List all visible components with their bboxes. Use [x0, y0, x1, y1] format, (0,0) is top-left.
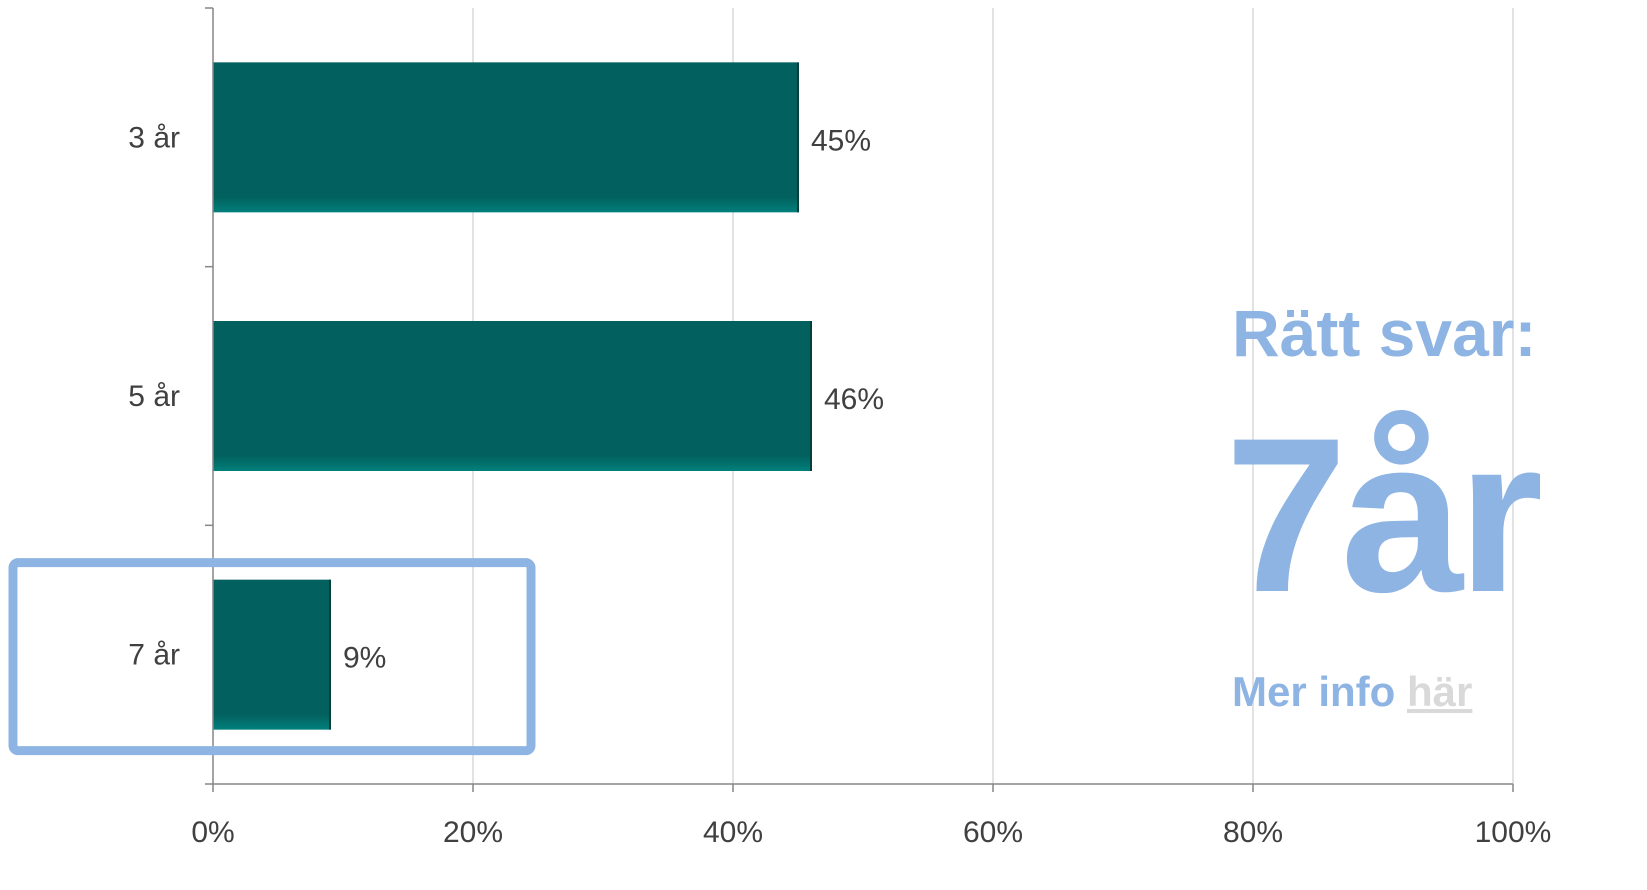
bar-data-label: 45%	[811, 124, 871, 157]
answer-value: 7år	[1225, 392, 1543, 638]
x-tick-label: 100%	[1475, 816, 1552, 849]
x-tick-label: 80%	[1223, 816, 1283, 849]
more-info-text: Mer info	[1232, 668, 1396, 715]
x-tick-label: 20%	[443, 816, 503, 849]
x-tick-label: 40%	[703, 816, 763, 849]
answer-title: Rätt svar:	[1232, 296, 1537, 370]
y-category-label: 7 år	[128, 639, 180, 672]
y-category-label: 3 år	[128, 121, 180, 154]
axes: 0% 20% 40% 60% 80% 100% 3 år 45% 5 år 46% 7 år 9%	[128, 7, 1552, 849]
bar	[213, 579, 330, 730]
more-info: Mer info här	[1232, 668, 1472, 716]
x-tick-label: 60%	[963, 816, 1023, 849]
bars	[213, 62, 812, 730]
bar	[213, 62, 798, 213]
y-category-label: 5 år	[128, 380, 180, 413]
bar-data-label: 46%	[824, 383, 884, 416]
bar	[213, 321, 811, 471]
highlight	[8, 558, 536, 756]
x-tick-label: 0%	[191, 816, 234, 849]
bar-data-label: 9%	[343, 642, 386, 675]
more-info-link[interactable]: här	[1407, 668, 1473, 715]
correct-answer-highlight	[8, 558, 536, 756]
